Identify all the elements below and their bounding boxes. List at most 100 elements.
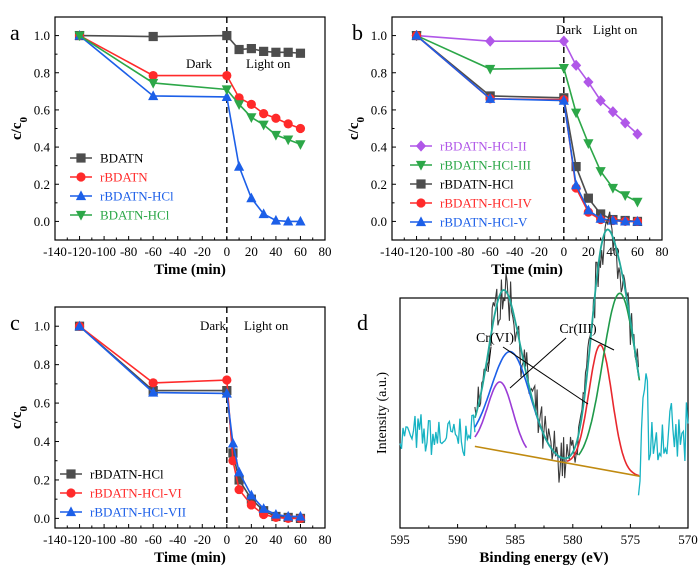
data-point bbox=[620, 117, 631, 129]
data-point bbox=[485, 64, 496, 75]
data-point bbox=[620, 191, 631, 201]
data-point bbox=[246, 192, 257, 203]
y-tick-label: 1.0 bbox=[34, 319, 50, 334]
data-point bbox=[558, 95, 569, 105]
data-point bbox=[222, 375, 232, 385]
x-tick-label: -120 bbox=[68, 532, 92, 547]
data-point bbox=[295, 123, 306, 134]
light-on-annotation: Light on bbox=[244, 318, 289, 333]
series-BDATN-HCl bbox=[74, 31, 306, 150]
data-point bbox=[221, 387, 232, 398]
x-tick-label: -40 bbox=[169, 532, 186, 547]
x-tick-label: -80 bbox=[120, 532, 137, 547]
y-tick-label: 0.8 bbox=[371, 65, 387, 80]
y-tick-label: 0.2 bbox=[34, 177, 50, 192]
data-point bbox=[295, 48, 306, 58]
legend-entry: rBDATN-HCl-VI bbox=[60, 486, 182, 501]
dark-annotation: Dark bbox=[200, 318, 226, 333]
data-point bbox=[283, 510, 294, 521]
data-point bbox=[570, 108, 582, 119]
legend-label: rBDATN-HCl bbox=[90, 467, 164, 482]
data-point bbox=[558, 64, 569, 74]
cr3-label: Cr(III) bbox=[559, 322, 597, 337]
y-tick-label: 1.0 bbox=[34, 28, 50, 43]
y-tick-label: 0.8 bbox=[34, 65, 50, 80]
legend-marker bbox=[416, 179, 426, 189]
x-tick-label: -20 bbox=[531, 244, 548, 259]
x-tick-label: -60 bbox=[145, 532, 162, 547]
panel-label: b bbox=[352, 20, 363, 45]
y-tick-label: 0.0 bbox=[34, 214, 50, 229]
data-point bbox=[221, 85, 232, 96]
data-point bbox=[227, 437, 239, 448]
data-point bbox=[283, 119, 293, 129]
data-point bbox=[246, 113, 257, 123]
panel-a: -140 -120 -100 -80 -60 -40 -20 0 20 40 60 80 0.0 0.2 0… bbox=[9, 16, 332, 278]
x-tick-label: -140 bbox=[43, 532, 67, 547]
x-tick-label: 0 bbox=[561, 244, 568, 259]
data-point bbox=[620, 215, 631, 226]
series-rBDATN-HCl bbox=[74, 29, 306, 226]
data-point bbox=[271, 113, 281, 123]
x-tick-label: 40 bbox=[269, 244, 282, 259]
data-point bbox=[570, 59, 582, 71]
x-tick-label: 80 bbox=[319, 532, 332, 547]
legend-marker bbox=[66, 488, 76, 498]
data-point bbox=[258, 503, 269, 513]
data-point bbox=[558, 35, 569, 47]
data-point bbox=[222, 70, 232, 81]
data-point bbox=[233, 100, 245, 110]
x-tick-label: 40 bbox=[269, 532, 282, 547]
data-point bbox=[595, 213, 606, 223]
x-tick-label: 80 bbox=[319, 244, 332, 259]
data-point bbox=[74, 31, 85, 42]
y-tick-label: 0.0 bbox=[34, 511, 50, 526]
x-tick-label: 60 bbox=[294, 244, 307, 259]
legend-label: rBDATN-HCl-III bbox=[440, 158, 531, 173]
legend-entry: rBDATN-HCl-V bbox=[410, 215, 528, 230]
x-tick-label: -20 bbox=[194, 532, 211, 547]
data-point bbox=[234, 475, 244, 485]
data-point bbox=[583, 76, 594, 88]
series-line bbox=[79, 325, 301, 518]
x-tick-label: 20 bbox=[245, 244, 258, 259]
series-rBDATN-HCl-II bbox=[411, 29, 643, 140]
series-BDATN bbox=[74, 30, 306, 58]
data-point bbox=[607, 183, 619, 194]
y-tick-label: 0.6 bbox=[371, 102, 388, 117]
cr6-label: Cr(VI) bbox=[476, 331, 514, 346]
y-tick-label: 0.8 bbox=[34, 357, 50, 372]
legend: rBDATN-HCl rBDATN-HCl-VI rBDATN-HCl-VII bbox=[60, 467, 186, 520]
data-point bbox=[283, 135, 294, 146]
y-tick-label: 0.4 bbox=[34, 140, 51, 155]
data-point bbox=[295, 510, 306, 521]
legend-marker bbox=[75, 190, 87, 201]
legend-label: rBDATN-HCl-VII bbox=[90, 505, 186, 520]
background-line bbox=[474, 445, 640, 478]
data-point bbox=[148, 386, 159, 397]
y-tick-label: 0.6 bbox=[34, 102, 51, 117]
x-axis-label: Time (min) bbox=[154, 262, 226, 278]
data-point bbox=[283, 47, 293, 57]
legend-label: BDATN bbox=[100, 151, 144, 166]
data-point bbox=[283, 215, 294, 226]
x-tick-label: -120 bbox=[405, 244, 429, 259]
light-on-annotation: Light on bbox=[593, 22, 638, 37]
data-point bbox=[246, 500, 256, 510]
data-point bbox=[148, 90, 159, 101]
x-axis-label: Binding energy (eV) bbox=[479, 550, 608, 566]
legend-entry: BDATN bbox=[70, 151, 144, 166]
data-point bbox=[607, 106, 619, 118]
legend-entry: rBDATN-HCl-VII bbox=[60, 505, 186, 520]
data-point bbox=[148, 378, 158, 388]
x-tick-label: -100 bbox=[92, 244, 116, 259]
x-tick-label: 580 bbox=[563, 532, 583, 547]
data-point bbox=[234, 44, 244, 55]
background-ext-right bbox=[637, 373, 689, 496]
legend-label: rBDATN-HCl-IV bbox=[440, 196, 532, 211]
legend-label: rBDATN-HCl bbox=[100, 189, 174, 204]
y-tick-label: 0.4 bbox=[34, 434, 51, 449]
x-tick-label: -140 bbox=[43, 244, 67, 259]
x-axis-label: Time (min) bbox=[491, 262, 563, 278]
data-point bbox=[246, 99, 256, 109]
